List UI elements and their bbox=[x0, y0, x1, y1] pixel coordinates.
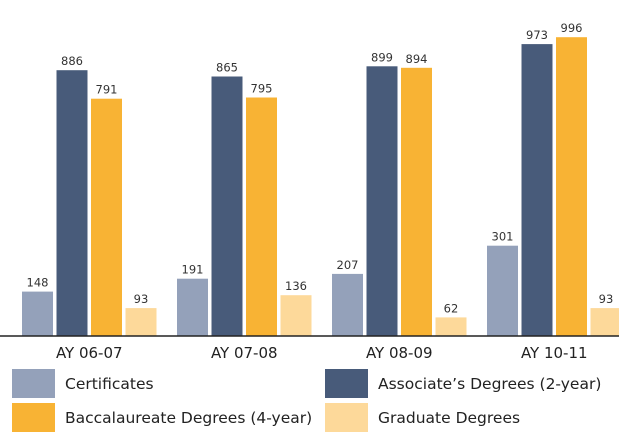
bar-associate-s-degrees-2-year-ay-10-11 bbox=[521, 44, 553, 336]
data-label-certificates-ay-08-09: 207 bbox=[337, 258, 359, 272]
legend-swatch-certificates bbox=[12, 369, 55, 398]
data-label-associate-s-degrees-2-year-ay-08-09: 899 bbox=[371, 50, 393, 64]
bar-certificates-ay-08-09 bbox=[332, 273, 363, 336]
legend-item-baccalaureate: Baccalaureate Degrees (4-year) bbox=[12, 403, 312, 432]
legend-swatch-graduate bbox=[325, 403, 368, 432]
bar-chart: 148 886 791 93 191 865 795 136 207 899 894 62 301 973… bbox=[0, 21, 619, 362]
legend-item-graduate: Graduate Degrees bbox=[325, 403, 520, 432]
bar-associate-s-degrees-2-year-ay-07-08 bbox=[211, 76, 243, 336]
bar-graduate-degrees-ay-07-08 bbox=[280, 295, 312, 336]
legend-label-associates: Associate’s Degrees (2-year) bbox=[378, 374, 602, 393]
data-label-certificates-ay-06-07: 148 bbox=[27, 276, 49, 290]
x-tick-label-ay-08-09: AY 08-09 bbox=[366, 344, 433, 362]
bars-layer bbox=[22, 37, 619, 337]
data-label-associate-s-degrees-2-year-ay-10-11: 973 bbox=[526, 28, 548, 42]
bar-associate-s-degrees-2-year-ay-08-09 bbox=[366, 66, 398, 337]
bar-baccalaureate-degrees-4-year-ay-06-07 bbox=[91, 98, 122, 336]
data-label-graduate-degrees-ay-07-08: 136 bbox=[285, 279, 307, 293]
data-label-graduate-degrees-ay-08-09: 62 bbox=[444, 301, 459, 315]
x-tick-label-ay-07-08: AY 07-08 bbox=[211, 344, 278, 362]
bar-baccalaureate-degrees-4-year-ay-08-09 bbox=[401, 67, 432, 337]
legend-label-graduate: Graduate Degrees bbox=[378, 408, 521, 427]
bar-graduate-degrees-ay-10-11 bbox=[590, 308, 619, 336]
bar-graduate-degrees-ay-08-09 bbox=[435, 317, 467, 336]
data-label-graduate-degrees-ay-06-07: 93 bbox=[134, 292, 149, 306]
data-label-associate-s-degrees-2-year-ay-06-07: 886 bbox=[61, 54, 83, 68]
data-label-baccalaureate-degrees-4-year-ay-10-11: 996 bbox=[561, 21, 583, 35]
legend-label-baccalaureate: Baccalaureate Degrees (4-year) bbox=[65, 408, 313, 427]
data-label-baccalaureate-degrees-4-year-ay-08-09: 894 bbox=[406, 52, 428, 66]
data-label-associate-s-degrees-2-year-ay-07-08: 865 bbox=[216, 61, 238, 75]
x-tick-label-ay-06-07: AY 06-07 bbox=[56, 344, 123, 362]
data-label-graduate-degrees-ay-10-11: 93 bbox=[599, 292, 614, 306]
data-label-certificates-ay-10-11: 301 bbox=[492, 230, 514, 244]
legend: Certificates Associate’s Degrees (2-year… bbox=[0, 364, 619, 435]
bar-graduate-degrees-ay-06-07 bbox=[125, 308, 157, 336]
bar-baccalaureate-degrees-4-year-ay-07-08 bbox=[246, 97, 277, 336]
bar-certificates-ay-06-07 bbox=[22, 291, 53, 336]
legend-item-associates: Associate’s Degrees (2-year) bbox=[325, 369, 601, 398]
bar-baccalaureate-degrees-4-year-ay-10-11 bbox=[556, 37, 587, 336]
data-label-baccalaureate-degrees-4-year-ay-07-08: 795 bbox=[251, 82, 273, 96]
bar-certificates-ay-10-11 bbox=[487, 245, 518, 336]
legend-label-certificates: Certificates bbox=[65, 374, 154, 393]
data-label-certificates-ay-07-08: 191 bbox=[182, 263, 204, 277]
legend-swatch-baccalaureate bbox=[12, 403, 55, 432]
x-tick-label-ay-10-11: AY 10-11 bbox=[521, 344, 588, 362]
data-label-baccalaureate-degrees-4-year-ay-06-07: 791 bbox=[96, 83, 118, 97]
legend-swatch-associates bbox=[325, 369, 368, 398]
x-tick-labels-layer: AY 06-07 AY 07-08 AY 08-09 AY 10-11 bbox=[56, 344, 588, 362]
legend-item-certificates: Certificates bbox=[12, 369, 154, 398]
data-labels-layer: 148 886 791 93 191 865 795 136 207 899 894 62 301 973… bbox=[27, 21, 614, 315]
bar-associate-s-degrees-2-year-ay-06-07 bbox=[56, 70, 88, 336]
bar-certificates-ay-07-08 bbox=[177, 278, 208, 336]
